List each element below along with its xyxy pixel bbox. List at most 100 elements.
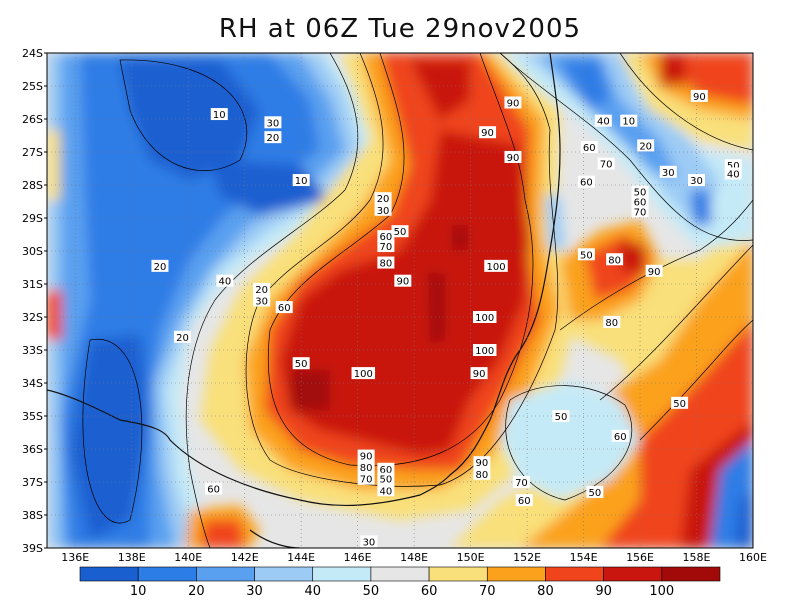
lat-tick-label: 35S [22, 410, 43, 423]
contour-label: 80 [603, 315, 621, 329]
contour-label: 20 [253, 282, 271, 296]
svg-text:90: 90 [507, 99, 520, 110]
contour-label: 20 [374, 192, 392, 205]
contour-label: 80 [606, 253, 624, 266]
svg-text:50: 50 [555, 412, 568, 423]
svg-text:10: 10 [295, 176, 308, 187]
colorbar-label: 60 [421, 584, 438, 599]
lat-tick-label: 38S [22, 509, 43, 522]
lat-tick-label: 27S [22, 146, 43, 159]
contour-label: 100 [472, 311, 497, 324]
colorbar-label: 40 [304, 584, 321, 599]
contour-label: 100 [351, 367, 376, 380]
colorbar-label: 90 [595, 584, 612, 599]
colorbar-label: 80 [537, 584, 554, 599]
contour-label: 70 [597, 157, 615, 171]
lon-tick-label: 144E [287, 551, 315, 564]
contour-label: 90 [473, 456, 491, 469]
svg-text:100: 100 [475, 313, 494, 324]
contour-label: 40 [724, 167, 742, 180]
contour-label: 60 [611, 429, 629, 443]
svg-text:100: 100 [486, 262, 505, 273]
svg-text:40: 40 [597, 117, 610, 128]
contour-label: 90 [357, 449, 375, 463]
contour-label: 70 [377, 240, 395, 253]
svg-text:60: 60 [380, 232, 393, 243]
contour-label: 30 [659, 165, 677, 179]
map-title: RH at 06Z Tue 29nov2005 [218, 14, 582, 44]
colorbar-label: 100 [649, 584, 674, 599]
colorbar-label: 20 [188, 584, 205, 599]
contour-label: 10 [210, 108, 228, 121]
colorbar-swatch [312, 566, 372, 582]
svg-text:60: 60 [580, 178, 593, 189]
contour-label: 90 [470, 367, 488, 380]
svg-text:20: 20 [255, 285, 268, 296]
colorbar-swatch [79, 566, 139, 582]
lon-tick-label: 148E [400, 551, 428, 564]
svg-text:50: 50 [634, 188, 647, 199]
colorbar-swatch [196, 566, 255, 582]
contour-label: 20 [264, 131, 282, 144]
colorbar-swatch [137, 566, 197, 582]
lon-tick-label: 150E [457, 551, 485, 564]
svg-text:80: 80 [608, 255, 621, 266]
contour-label: 60 [515, 494, 533, 507]
svg-text:30: 30 [255, 297, 268, 308]
lat-tick-label: 28S [22, 179, 43, 192]
lon-tick-label: 154E [570, 551, 598, 564]
svg-text:50: 50 [588, 488, 601, 499]
lat-tick-label: 24S [22, 47, 43, 60]
svg-text:100: 100 [354, 369, 373, 380]
svg-text:60: 60 [278, 303, 291, 314]
svg-text:80: 80 [360, 463, 373, 474]
colorbar-swatch [428, 566, 488, 582]
lon-tick-label: 138E [118, 551, 146, 564]
colorbar-swatch [545, 566, 604, 582]
map-frame [46, 52, 754, 549]
svg-text:30: 30 [363, 537, 376, 548]
svg-text:70: 70 [634, 207, 647, 218]
contour-label: 70 [512, 476, 530, 489]
svg-text:20: 20 [639, 141, 652, 152]
contour-label: 10 [292, 174, 310, 187]
svg-text:60: 60 [207, 485, 220, 496]
lat-tick-label: 39S [22, 542, 43, 555]
svg-text:20: 20 [377, 194, 390, 205]
svg-text:70: 70 [515, 478, 528, 489]
svg-text:60: 60 [583, 143, 596, 154]
lon-tick-label: 156E [626, 551, 654, 564]
contour-label: 90 [479, 126, 497, 139]
svg-text:30: 30 [267, 118, 280, 129]
contour-label: 90 [504, 150, 522, 164]
svg-text:50: 50 [727, 161, 740, 172]
contour-label: 50 [552, 410, 570, 423]
lat-tick-label: 36S [22, 443, 43, 456]
contour-label: 100 [472, 344, 497, 357]
contour-label: 20 [637, 139, 655, 152]
colorbar-swatch [603, 566, 663, 582]
contour-label: 40 [216, 274, 234, 288]
svg-text:90: 90 [507, 153, 520, 164]
colorbar-swatch [661, 566, 721, 582]
svg-text:30: 30 [662, 168, 675, 179]
contour-label: 80 [377, 256, 395, 270]
contour-label: 70 [357, 472, 375, 486]
lon-tick-label: 152E [513, 551, 541, 564]
lon-tick-label: 146E [344, 551, 372, 564]
contour-label: 60 [205, 482, 223, 496]
contour-label: 30 [374, 203, 392, 217]
svg-text:90: 90 [648, 267, 661, 278]
contour-label: 90 [645, 264, 663, 278]
svg-text:70: 70 [380, 242, 393, 253]
svg-text:90: 90 [693, 92, 706, 103]
contour-label: 40 [377, 484, 395, 497]
rh-field [47, 53, 753, 548]
lat-tick-label: 30S [22, 245, 43, 258]
svg-text:40: 40 [219, 277, 232, 288]
svg-text:60: 60 [614, 432, 627, 443]
svg-text:80: 80 [605, 318, 618, 329]
svg-text:100: 100 [475, 346, 494, 357]
contour-label: 50 [586, 485, 604, 499]
svg-text:60: 60 [518, 496, 531, 507]
